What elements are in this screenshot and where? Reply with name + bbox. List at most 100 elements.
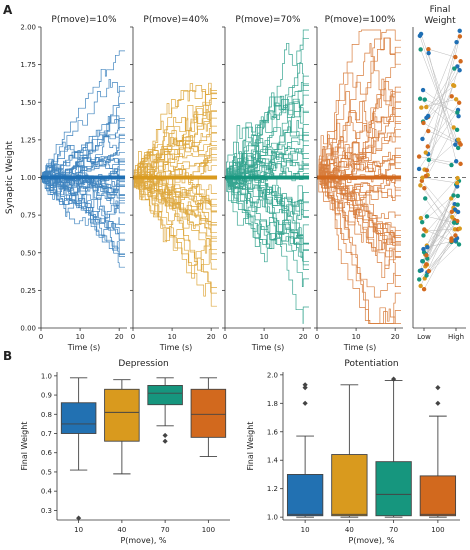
x-axis-label: Time (s): [251, 343, 285, 352]
box-70: 70: [375, 376, 412, 534]
outlier-marker: [302, 385, 308, 391]
x-tick-label: 70: [161, 526, 170, 534]
weight-trace: [41, 177, 125, 223]
x-axis-label: Time (s): [67, 343, 101, 352]
boxplot-potentiation: Potentiation 1.0 1.2 1.4 1.6 1.8 2.0 10 40 70 100 P…: [246, 359, 460, 545]
connecting-line: [424, 99, 458, 113]
weight-trace: [133, 134, 217, 178]
y-tick-label: 0.4: [41, 488, 53, 496]
low-point: [425, 144, 430, 149]
y-tick-label: 1.8: [267, 400, 278, 408]
final-weight-points: [416, 28, 463, 292]
y-tick-label: 0.5: [41, 468, 52, 476]
high-point: [458, 142, 463, 147]
low-point: [423, 150, 428, 155]
weight-trace: [225, 177, 309, 251]
high-point: [451, 125, 456, 130]
high-point: [455, 193, 461, 199]
weight-trace: [317, 121, 401, 178]
weight-trace: [41, 177, 125, 224]
weight-trace: [41, 155, 125, 187]
low-point: [421, 246, 426, 252]
low-point: [419, 219, 425, 225]
weight-trace: [317, 56, 401, 178]
x-tick-label: 20: [115, 333, 124, 341]
low-point: [424, 115, 429, 121]
connecting-line: [426, 61, 461, 171]
high-point: [455, 64, 460, 69]
y-tick-label: 1.25: [20, 136, 36, 144]
low-point: [425, 245, 430, 250]
high-point: [457, 34, 463, 39]
outlier-marker: [391, 376, 397, 382]
connecting-line: [423, 195, 459, 236]
subplot-3: P(move)=70% 0 10 20 Time (s): [222, 15, 311, 352]
high-point: [455, 209, 461, 215]
y-axis-label: Final Weight: [20, 422, 29, 471]
high-point: [452, 227, 458, 232]
low-point: [419, 268, 424, 273]
connecting-line: [426, 211, 453, 256]
weight-trace: [133, 167, 217, 255]
x-tick-label: 100: [202, 526, 215, 534]
weight-trace: [41, 78, 125, 178]
connecting-line: [426, 85, 455, 108]
low-point: [421, 287, 427, 292]
connecting-line: [428, 96, 452, 118]
high-point: [458, 59, 463, 64]
x-tick-label: 10: [352, 333, 361, 341]
low-point: [417, 33, 423, 39]
connecting-line: [423, 222, 457, 253]
low-point: [426, 157, 432, 163]
high-point: [457, 28, 462, 34]
x-tick-label: 20: [207, 333, 216, 341]
high-point: [455, 110, 460, 115]
weight-trace: [317, 177, 401, 276]
high-point: [452, 66, 457, 71]
x-tick-label: 10: [74, 526, 83, 534]
connecting-line: [426, 216, 455, 223]
connecting-line: [419, 241, 452, 280]
weight-trace: [41, 103, 125, 178]
y-tick-label: 2.00: [20, 24, 36, 32]
weight-trace: [317, 29, 401, 178]
high-point: [453, 54, 458, 60]
high-point: [454, 39, 459, 45]
connecting-line: [421, 180, 455, 221]
connecting-line: [428, 48, 456, 58]
connecting-line: [425, 198, 452, 267]
low-point: [424, 273, 429, 278]
high-point: [453, 142, 458, 147]
low-point: [418, 215, 424, 221]
panel-a-label: A: [3, 3, 13, 17]
y-tick-label: 1.4: [267, 457, 279, 465]
weight-trace: [317, 177, 401, 246]
low-point: [418, 47, 423, 52]
y-tick-label: 1.0: [267, 514, 278, 522]
weight-trace: [317, 29, 401, 178]
low-point: [426, 46, 431, 52]
x-tick-label: 10: [260, 333, 269, 341]
weight-trace: [133, 82, 217, 178]
weight-trace: [317, 136, 401, 178]
box-100: 100: [190, 377, 227, 534]
outlier-marker: [435, 400, 441, 406]
connecting-line: [425, 198, 457, 242]
connecting-line: [419, 98, 458, 131]
weight-traces: [133, 82, 217, 307]
connecting-line: [420, 185, 456, 230]
x-axis-label: Time (s): [159, 343, 193, 352]
low-point: [422, 185, 427, 191]
y-tick-label: 0.50: [20, 249, 36, 257]
x-tick-label: 10: [301, 526, 310, 534]
high-point: [454, 159, 459, 164]
panel-a-ylabel: Synaptic Weight: [5, 140, 15, 214]
x-tick-label: 0: [223, 333, 227, 341]
subplot-title: P(move)=70%: [235, 15, 301, 25]
high-point: [453, 97, 459, 102]
connecting-line: [420, 49, 459, 149]
high-point: [455, 145, 461, 151]
box-10: 10: [60, 377, 97, 534]
y-tick-label: 0.6: [41, 449, 53, 457]
weight-trace: [225, 94, 309, 178]
